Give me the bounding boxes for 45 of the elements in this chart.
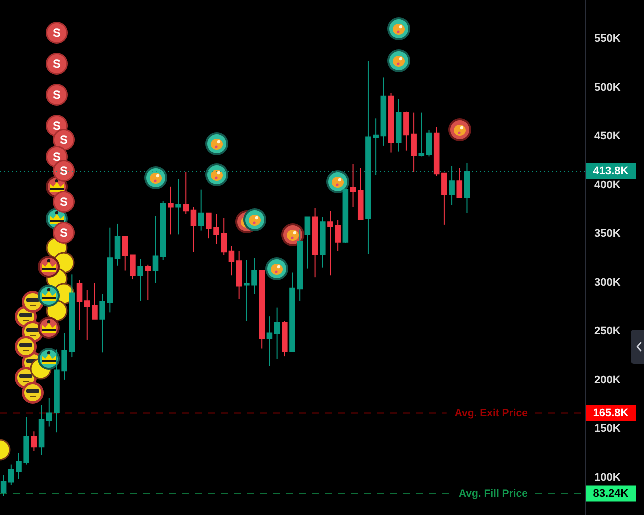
candlestick — [266, 316, 273, 367]
y-tick-label: 150K — [594, 423, 621, 436]
candlestick — [138, 258, 144, 302]
y-tick-label: 500K — [594, 82, 621, 94]
annotation: S — [52, 88, 62, 102]
y-tick-label: 250K — [594, 326, 621, 338]
candlestick — [176, 178, 182, 236]
candlestick — [114, 223, 121, 266]
annotation: S — [60, 195, 68, 210]
y-tick-label: 300K — [594, 276, 621, 289]
ref-line-label: 413.8K — [593, 166, 629, 178]
y-tick-label: 550K — [594, 33, 621, 46]
candlestick — [76, 280, 83, 331]
candlestick — [168, 186, 174, 236]
y-tick-label: 400K — [594, 179, 621, 192]
annotation: S — [60, 226, 68, 240]
candlestick — [0, 475, 7, 496]
candlestick — [183, 172, 190, 215]
y-tick-label: 450K — [594, 130, 621, 143]
candlestick — [350, 164, 356, 208]
y-tick-label: 350K — [594, 228, 621, 240]
candlestick — [152, 216, 159, 284]
candlestick — [274, 307, 280, 360]
candlestick — [426, 130, 432, 158]
candlestick — [304, 216, 311, 270]
candlestick — [456, 168, 463, 198]
candlestick — [198, 189, 204, 232]
candlestick — [100, 294, 106, 354]
ref-line-label: 165.8K — [593, 407, 629, 420]
candlestick — [190, 206, 197, 253]
candlestick — [31, 431, 38, 452]
y-tick-label: 100K — [594, 472, 621, 484]
annotation: S — [60, 133, 68, 148]
annotation: S — [52, 150, 62, 164]
annotation: S — [52, 26, 62, 40]
annotation: Avg. Exit Price — [454, 407, 528, 420]
annotation: Avg. Fill Price — [458, 488, 528, 500]
annotation: S — [52, 57, 62, 72]
candlestick — [228, 246, 235, 276]
ref-line-label: 83.24K — [593, 488, 629, 500]
annotation: S — [52, 119, 62, 134]
candlestick — [145, 264, 152, 301]
annotation: S — [60, 164, 68, 178]
candlestick — [418, 112, 425, 158]
y-tick-label: 200K — [594, 374, 621, 386]
